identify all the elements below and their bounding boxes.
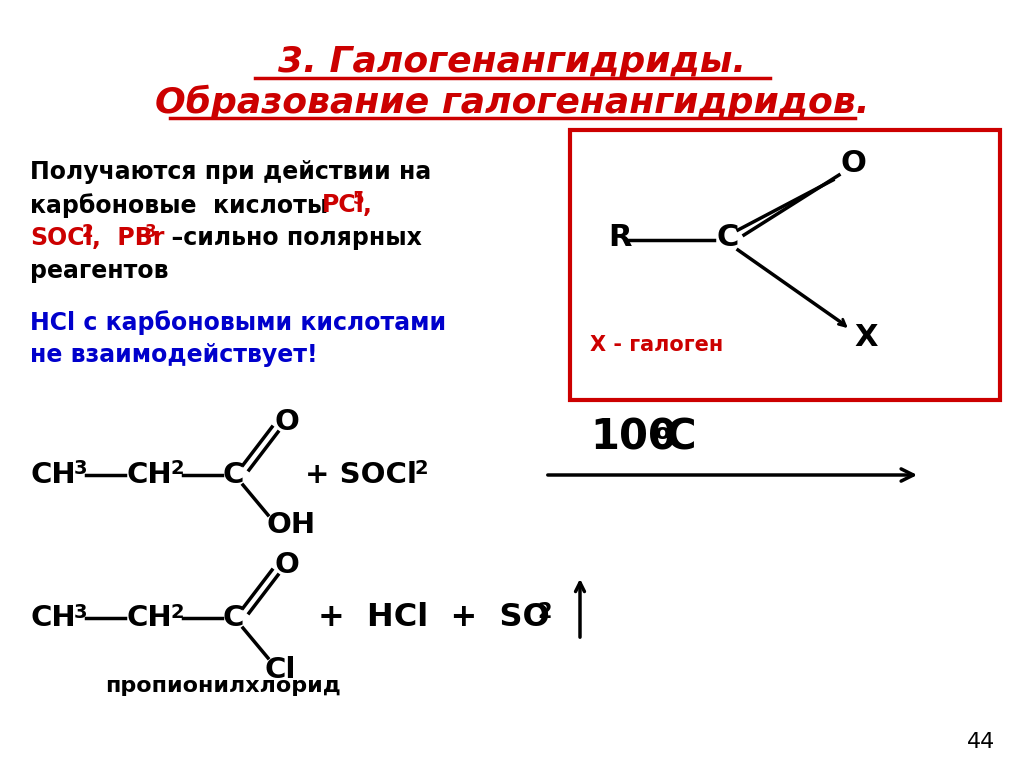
Text: 5: 5 [353,190,365,208]
Text: реагентов: реагентов [30,259,169,283]
Text: X - галоген: X - галоген [590,335,723,355]
Text: 44: 44 [967,732,995,752]
Text: HCl с карбоновыми кислотами: HCl с карбоновыми кислотами [30,310,446,335]
Text: CH: CH [30,604,76,632]
Text: O: O [275,551,300,579]
Text: +  HCl  +  SO: + HCl + SO [318,603,550,634]
Text: 3. Галогенангидриды.: 3. Галогенангидриды. [278,45,746,79]
Text: R: R [608,223,632,252]
Text: 2: 2 [82,223,93,241]
Text: CH: CH [127,461,173,489]
Text: 2: 2 [171,459,184,479]
Text: Cl: Cl [264,656,296,684]
Text: OH: OH [266,511,315,539]
Text: 100: 100 [590,416,677,458]
Text: CH: CH [30,461,76,489]
Text: C: C [716,223,738,252]
Text: 3: 3 [74,603,87,621]
Text: PCl: PCl [322,193,365,217]
Text: ,  PBr: , PBr [92,226,165,250]
Text: 3: 3 [74,459,87,479]
Bar [570,130,1000,400]
Text: C: C [223,604,245,632]
Text: 2: 2 [171,603,184,621]
Text: C: C [666,416,696,458]
Text: O: O [275,408,300,436]
Text: 3: 3 [145,223,157,241]
Text: SOCl: SOCl [30,226,92,250]
Text: o: o [655,423,671,443]
Text: + SOCl: + SOCl [305,461,417,489]
Text: –сильно полярных: –сильно полярных [155,226,422,250]
Text: O: O [841,150,867,179]
Text: ,: , [362,193,372,217]
Text: 2: 2 [414,459,428,479]
Text: C: C [223,461,245,489]
Text: Образование галогенангидридов.: Образование галогенангидридов. [155,85,869,120]
Text: X: X [854,322,878,351]
Text: 2: 2 [537,602,552,622]
Text: Получаются при действии на: Получаются при действии на [30,160,431,184]
Text: не взаимодействует!: не взаимодействует! [30,343,317,367]
Text: карбоновые  кислоты: карбоновые кислоты [30,193,345,218]
Text: CH: CH [127,604,173,632]
Text: пропионилхлорид: пропионилхлорид [105,676,341,696]
